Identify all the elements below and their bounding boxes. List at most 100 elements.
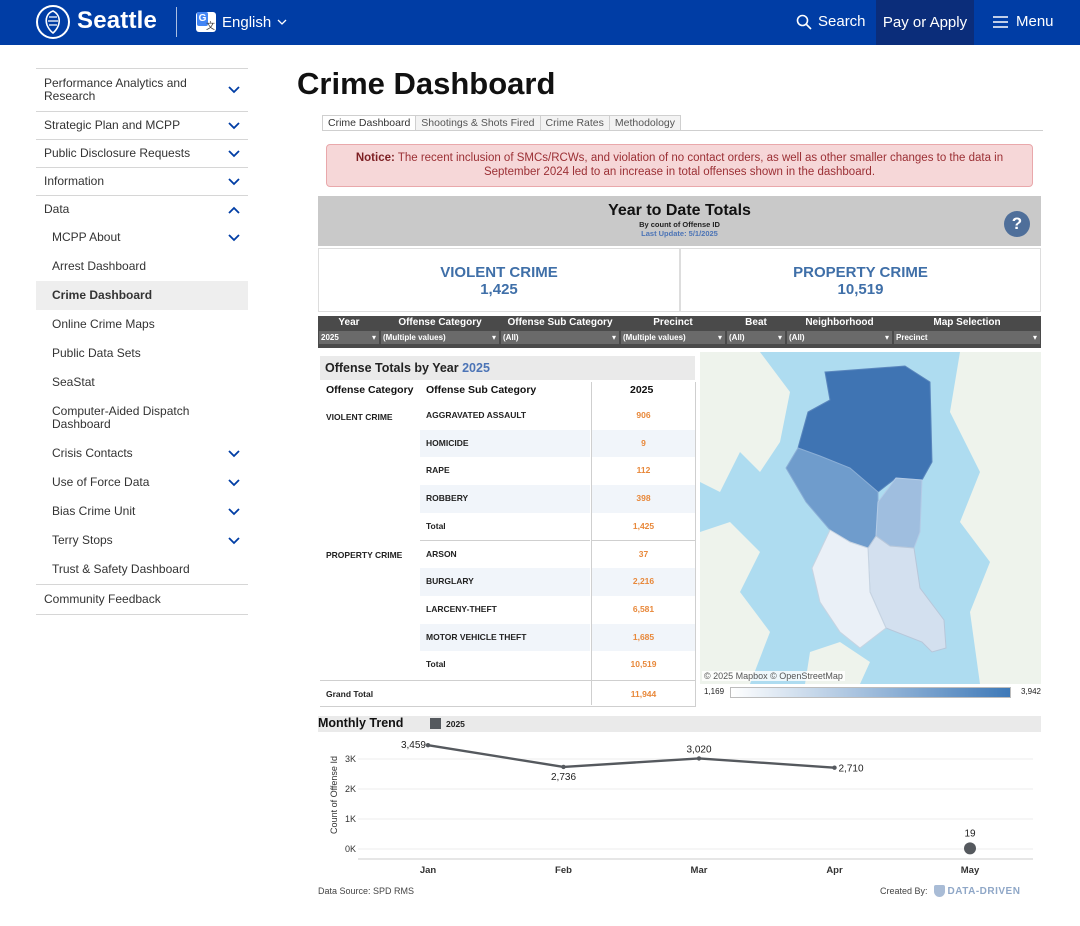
chevron-down-icon[interactable] xyxy=(228,507,240,516)
row-category: VIOLENT CRIME xyxy=(326,412,393,422)
filter-map-selection-select[interactable]: Precinct xyxy=(894,331,1040,344)
pay-or-apply-button[interactable]: Pay or Apply xyxy=(876,0,974,45)
created-by-label: Created By: xyxy=(880,886,928,896)
brand-title[interactable]: Seattle xyxy=(77,7,158,34)
notice-prefix: Notice: xyxy=(355,152,395,164)
series-line xyxy=(427,744,835,769)
sidebar-item-community-feedback[interactable]: Community Feedback xyxy=(36,584,248,615)
chevron-down-icon[interactable] xyxy=(228,233,240,242)
sidebar-item-seastat[interactable]: SeaStat xyxy=(36,368,248,397)
tab-shootings[interactable]: Shootings & Shots Fired xyxy=(415,115,541,130)
legend-swatch xyxy=(430,718,441,729)
sidebar-item-mcpp-about[interactable]: MCPP About xyxy=(36,223,248,252)
sidebar-item-label: Information xyxy=(44,174,105,188)
menu-button[interactable]: Menu xyxy=(993,13,1054,30)
tab-crime-dashboard[interactable]: Crime Dashboard xyxy=(322,115,417,130)
created-by: Created By: DATA-DRIVEN xyxy=(880,885,1020,897)
sidebar-item-label: SeaStat xyxy=(52,375,95,389)
kpi-violent-crime: VIOLENT CRIME 1,425 xyxy=(318,248,680,312)
row-value: 37 xyxy=(592,540,695,568)
kpi-label: VIOLENT CRIME xyxy=(440,264,558,281)
legend-gradient xyxy=(730,687,1011,698)
sidebar-item-trust-safety[interactable]: Trust & Safety Dashboard xyxy=(36,555,248,584)
sidebar-item-strategic-plan[interactable]: Strategic Plan and MCPP xyxy=(36,111,248,139)
sidebar-item-crisis-contacts[interactable]: Crisis Contacts xyxy=(36,439,248,468)
trend-svg: Count of Offense Id 0K 1K 2K 3K Jan Feb Mar Apr M… xyxy=(329,740,1033,876)
grand-total-row[interactable]: Grand Total 11,944 xyxy=(320,680,696,706)
row-value: 906 xyxy=(636,410,651,420)
monthly-trend-header: Monthly Trend 2025 xyxy=(318,716,1041,732)
table-row-total[interactable]: Total 10,519 xyxy=(320,651,695,679)
sidebar-item-performance-analytics[interactable]: Performance Analytics and Research xyxy=(36,68,248,111)
filter-precinct-select[interactable]: (Multiple values) xyxy=(621,331,725,344)
chevron-up-icon[interactable] xyxy=(228,206,240,214)
chevron-down-icon[interactable] xyxy=(228,149,240,158)
sidebar-item-use-of-force[interactable]: Use of Force Data xyxy=(36,468,248,497)
tab-crime-rates[interactable]: Crime Rates xyxy=(539,115,610,130)
sidebar-item-crime-dashboard[interactable]: Crime Dashboard xyxy=(36,281,248,310)
google-translate-icon xyxy=(196,12,216,32)
sidebar-item-information[interactable]: Information xyxy=(36,167,248,195)
sidebar-item-label: Bias Crime Unit xyxy=(52,504,136,518)
row-sub-category: RAPE xyxy=(426,465,450,476)
row-sub-category: ROBBERY xyxy=(420,485,590,513)
sidebar-item-arrest-dashboard[interactable]: Arrest Dashboard xyxy=(36,252,248,281)
sidebar-item-bias-crime-unit[interactable]: Bias Crime Unit xyxy=(36,497,248,526)
seattle-logo-icon[interactable] xyxy=(36,5,70,39)
dashboard-tabs: Crime Dashboard Shootings & Shots Fired … xyxy=(322,115,1043,131)
language-selector[interactable]: English xyxy=(196,12,287,32)
y-axis-label: Count of Offense Id xyxy=(329,756,339,834)
table-row[interactable]: RAPE 112 xyxy=(320,457,695,485)
offense-table xyxy=(320,382,696,707)
data-point xyxy=(964,842,976,855)
sidebar-item-data[interactable]: Data xyxy=(36,195,248,223)
precinct-map[interactable] xyxy=(700,352,1041,684)
row-value: 1,685 xyxy=(592,623,695,652)
table-row[interactable]: VIOLENT CRIME AGGRAVATED ASSAULT 906 xyxy=(320,402,695,430)
chevron-down-icon[interactable] xyxy=(228,177,240,186)
table-row[interactable]: LARCENY-THEFT 6,581 xyxy=(320,596,695,624)
search-button[interactable]: Search xyxy=(796,13,866,30)
filter-beat-select[interactable]: (All) xyxy=(727,331,785,344)
x-tick-label: May xyxy=(961,865,980,876)
table-row[interactable]: BURGLARY 2,216 xyxy=(320,568,695,596)
filter-offense-sub-category-select[interactable]: (All) xyxy=(501,331,619,344)
filter-neighborhood-select[interactable]: (All) xyxy=(787,331,892,344)
data-point xyxy=(832,765,837,770)
table-row[interactable]: ROBBERY 398 xyxy=(320,485,695,513)
sidebar-item-cad-dashboard[interactable]: Computer-Aided Dispatch Dashboard xyxy=(36,397,248,439)
filter-year-select[interactable]: 2025 xyxy=(319,331,379,344)
sidebar-item-label: Crisis Contacts xyxy=(52,446,133,460)
table-row[interactable]: HOMICIDE 9 xyxy=(320,429,695,458)
chevron-down-icon[interactable] xyxy=(228,536,240,545)
sidebar-item-terry-stops[interactable]: Terry Stops xyxy=(36,526,248,555)
table-row[interactable]: PROPERTY CRIME ARSON 37 xyxy=(320,540,695,568)
help-icon[interactable]: ? xyxy=(1004,211,1030,237)
chevron-down-icon[interactable] xyxy=(228,121,240,130)
col-header-category: Offense Category xyxy=(326,384,414,396)
map-canvas[interactable] xyxy=(700,352,1041,684)
sidebar-item-label: Arrest Dashboard xyxy=(52,259,147,273)
sidebar-item-label: Data xyxy=(44,202,70,216)
shield-icon xyxy=(933,885,945,897)
filter-bar: Year 2025 Offense Category (Multiple val… xyxy=(318,316,1041,348)
row-value: 1,425 xyxy=(632,520,655,531)
hamburger-icon xyxy=(993,15,1008,28)
table-row-total[interactable]: Total 1,425 xyxy=(320,513,695,541)
filter-offense-sub-category: Offense Sub Category (All) xyxy=(500,316,620,348)
row-category: PROPERTY CRIME xyxy=(326,550,403,561)
chevron-down-icon[interactable] xyxy=(228,86,240,94)
data-driven-logo[interactable]: DATA-DRIVEN xyxy=(933,885,1021,897)
tab-methodology[interactable]: Methodology xyxy=(608,115,682,130)
monthly-trend-chart: Count of Offense Id 0K 1K 2K 3K Jan Feb Mar Apr M… xyxy=(318,733,1041,883)
sidebar-item-public-disclosure[interactable]: Public Disclosure Requests xyxy=(36,139,248,167)
map-attribution[interactable]: © 2025 Mapbox © OpenStreetMap xyxy=(702,671,845,681)
filter-offense-category-select[interactable]: (Multiple values) xyxy=(381,331,499,344)
chevron-down-icon[interactable] xyxy=(228,449,240,458)
sidebar-item-online-crime-maps[interactable]: Online Crime Maps xyxy=(36,310,248,339)
chevron-down-icon[interactable] xyxy=(228,478,240,487)
sidebar-item-label: Crime Dashboard xyxy=(52,288,153,302)
table-row[interactable]: MOTOR VEHICLE THEFT 1,685 xyxy=(320,623,695,652)
sidebar-item-public-data-sets[interactable]: Public Data Sets xyxy=(36,339,248,368)
kpi-label: PROPERTY CRIME xyxy=(793,264,928,281)
